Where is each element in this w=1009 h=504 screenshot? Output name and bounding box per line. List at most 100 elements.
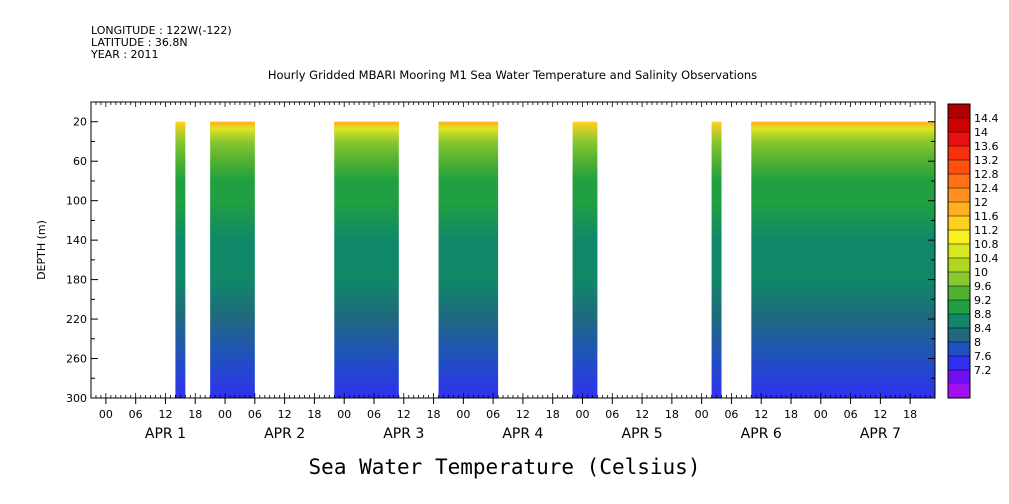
y-tick-label: 220 — [66, 313, 87, 326]
surface-warm-band — [210, 121, 255, 144]
x-tick-label: 06 — [486, 408, 500, 421]
x-tick-label: 06 — [129, 408, 143, 421]
colorbar-label: 14 — [974, 126, 988, 139]
x-tick-label: 12 — [873, 408, 887, 421]
colorbar-label: 7.6 — [974, 350, 992, 363]
x-tick-label: 18 — [546, 408, 560, 421]
data-segment — [175, 121, 186, 398]
x-tick-label: 18 — [427, 408, 441, 421]
x-day-label: APR 2 — [264, 426, 305, 442]
colorbar-label: 14.4 — [974, 112, 999, 125]
x-tick-label: 00 — [337, 408, 351, 421]
colorbar-swatch — [948, 230, 970, 245]
x-tick-label: 12 — [278, 408, 292, 421]
colorbar-swatch — [948, 244, 970, 259]
colorbar-label: 13.2 — [974, 154, 999, 167]
surface-warm-band — [334, 121, 399, 144]
colorbar-label: 12.4 — [974, 182, 999, 195]
x-day-label: APR 1 — [145, 426, 186, 442]
colorbar-label: 8.4 — [974, 322, 992, 335]
x-tick-label: 06 — [367, 408, 381, 421]
colorbar-swatch — [948, 118, 970, 133]
data-segment — [572, 121, 598, 398]
x-tick-label: 12 — [635, 408, 649, 421]
surface-warm-band — [438, 121, 499, 144]
y-tick-label: 180 — [66, 274, 87, 287]
plot-area — [175, 121, 935, 398]
data-segment — [210, 121, 255, 398]
colorbar-label: 12 — [974, 196, 988, 209]
x-tick-label: 06 — [844, 408, 858, 421]
colorbar-frame — [947, 103, 971, 399]
colorbar-label: 7.2 — [974, 364, 992, 377]
colorbar-swatch — [948, 370, 970, 385]
y-axis-label: DEPTH (m) — [35, 220, 48, 280]
x-day-label: APR 6 — [741, 426, 782, 442]
chart-title: Hourly Gridded MBARI Mooring M1 Sea Wate… — [267, 68, 758, 82]
x-tick-label: 18 — [784, 408, 798, 421]
colorbar-swatch — [948, 286, 970, 301]
colorbar-swatch — [948, 202, 970, 217]
y-tick-label: 20 — [73, 116, 87, 129]
colorbar-label: 9.6 — [974, 280, 992, 293]
colorbar-swatch — [948, 356, 970, 371]
x-day-label: APR 3 — [383, 426, 424, 442]
x-tick-label: 18 — [188, 408, 202, 421]
x-tick-label: 06 — [605, 408, 619, 421]
x-tick-label: 00 — [456, 408, 470, 421]
x-tick-label: 00 — [218, 408, 232, 421]
axes: 00 06 12 18 00 06 12 18 00 06 12 18 00 06 12 18 00 06 12 18… — [35, 101, 936, 442]
colorbar-swatch — [948, 160, 970, 175]
colorbar-swatch — [948, 272, 970, 287]
colorbar-swatch — [948, 258, 970, 273]
x-tick-label: 00 — [814, 408, 828, 421]
colorbar-label: 12.8 — [974, 168, 999, 181]
surface-warm-band — [751, 121, 935, 144]
x-tick-label: 12 — [158, 408, 172, 421]
colorbar: 14.41413.613.212.812.41211.611.210.810.4… — [947, 103, 999, 399]
x-tick-label: 00 — [99, 408, 113, 421]
x-tick-label: 12 — [397, 408, 411, 421]
y-tick-label: 100 — [66, 195, 87, 208]
x-tick-label: 12 — [516, 408, 530, 421]
colorbar-swatch — [948, 300, 970, 315]
y-tick-label: 60 — [73, 155, 87, 168]
x-day-label: APR 5 — [622, 426, 663, 442]
year-label: YEAR : 2011 — [91, 48, 159, 61]
y-tick-label: 260 — [66, 353, 87, 366]
x-tick-label: 06 — [724, 408, 738, 421]
x-day-label: APR 7 — [860, 426, 901, 442]
colorbar-label: 10 — [974, 266, 988, 279]
x-tick-label: 12 — [754, 408, 768, 421]
colorbar-label: 10.4 — [974, 252, 999, 265]
x-tick-label: 18 — [903, 408, 917, 421]
colorbar-swatch — [948, 328, 970, 343]
colorbar-label: 9.2 — [974, 294, 992, 307]
colorbar-label: 13.6 — [974, 140, 999, 153]
latitude-label: LATITUDE : 36.8N — [91, 36, 188, 49]
colorbar-label: 11.2 — [974, 224, 999, 237]
colorbar-swatch — [948, 132, 970, 147]
x-tick-label: 18 — [665, 408, 679, 421]
data-segment — [751, 121, 935, 398]
colorbar-swatch — [948, 216, 970, 231]
longitude-label: LONGITUDE : 122W(-122) — [91, 24, 232, 37]
data-segment — [438, 121, 499, 398]
y-tick-label: 300 — [66, 392, 87, 405]
variable-title: Sea Water Temperature (Celsius) — [308, 455, 701, 479]
colorbar-swatch — [948, 146, 970, 161]
colorbar-swatch — [948, 384, 970, 399]
colorbar-label: 8.8 — [974, 308, 992, 321]
x-tick-label: 18 — [307, 408, 321, 421]
y-tick-label: 140 — [66, 234, 87, 247]
colorbar-label: 10.8 — [974, 238, 999, 251]
x-tick-label: 06 — [248, 408, 262, 421]
colorbar-swatch — [948, 174, 970, 189]
x-day-label: APR 4 — [502, 426, 543, 442]
data-segment — [711, 121, 722, 398]
colorbar-label: 11.6 — [974, 210, 999, 223]
colorbar-swatch — [948, 188, 970, 203]
colorbar-swatch — [948, 314, 970, 329]
colorbar-swatch — [948, 104, 970, 119]
